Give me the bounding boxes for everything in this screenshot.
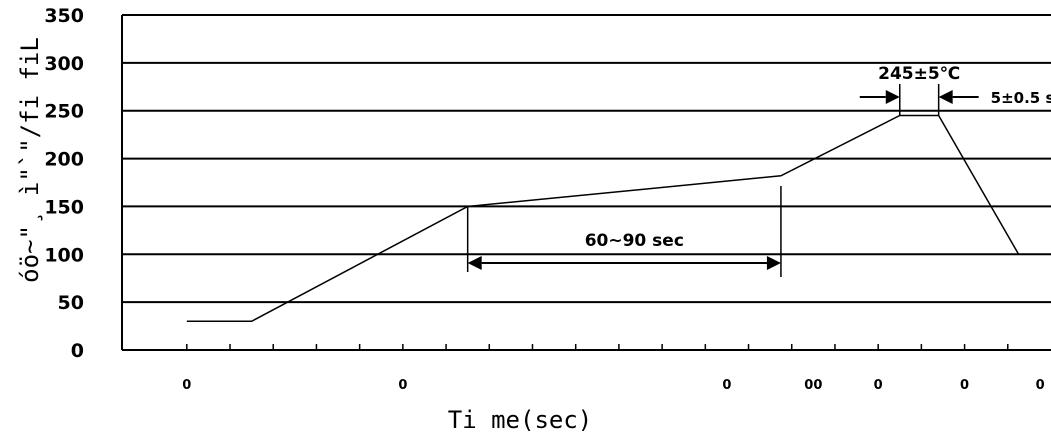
peak-time-label: 5±0.5 sec — [991, 89, 1051, 107]
peak-arrow-right — [938, 90, 953, 104]
y-tick-label: 300 — [44, 53, 84, 75]
x-axis-label: Ti me(sec) — [448, 406, 593, 434]
y-tick-label: 200 — [44, 149, 84, 171]
series-group — [186, 114, 1020, 323]
y-axis-label: ó­ö~"¸ ì"`"/fi fiL — [16, 37, 44, 283]
x-tick-label: 0 — [1036, 378, 1045, 393]
y-tick-label: 0 — [71, 340, 84, 362]
y-axis-ticks: 0 50 100 150 200 250 300 350 — [44, 5, 84, 362]
x-tick-label: 0 — [960, 378, 969, 393]
axes — [121, 15, 1051, 351]
soak-label: 60~90 sec — [585, 231, 684, 251]
x-axis-ticks: 0 0 0 00 0 0 0 — [182, 344, 1045, 393]
y-tick-label: 250 — [44, 101, 84, 123]
x-tick-label: 00 — [804, 378, 822, 393]
series-line — [186, 114, 1020, 323]
x-tick-label: 0 — [874, 378, 883, 393]
grid-lines — [122, 14, 1051, 304]
peak-temp-label: 245±5℃ — [878, 64, 960, 84]
y-tick-label: 150 — [44, 196, 84, 218]
soak-arrow-right — [766, 256, 781, 270]
annotations: 60~90 sec 245±5℃ 5±0.5 sec — [466, 64, 1051, 277]
x-tick-label: 0 — [398, 378, 407, 393]
peak-arrow-left — [885, 90, 900, 104]
x-tick-label: 0 — [722, 378, 731, 393]
x-tick-label: 0 — [182, 378, 191, 393]
y-tick-label: 100 — [44, 244, 84, 266]
y-tick-label: 50 — [58, 292, 84, 314]
soak-arrow-left — [467, 256, 482, 270]
y-tick-label: 350 — [44, 5, 84, 27]
